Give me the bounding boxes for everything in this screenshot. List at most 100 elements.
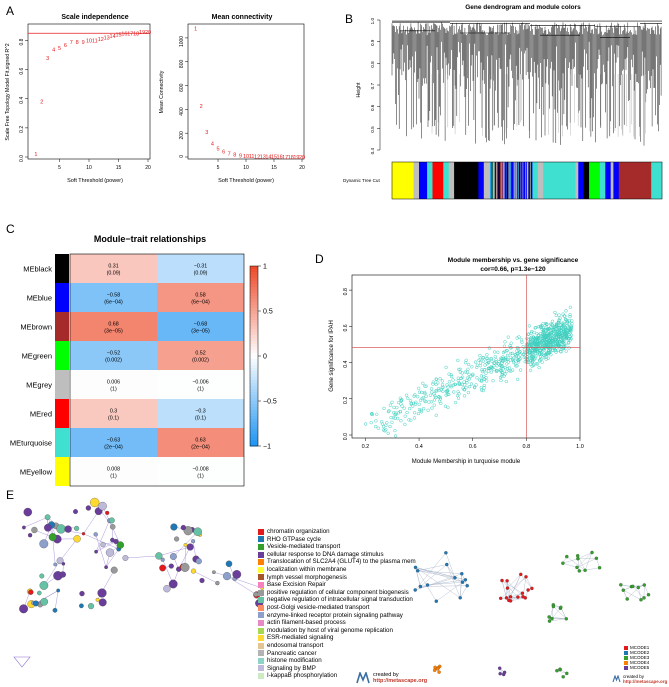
network-node [28, 589, 34, 595]
legend-swatch [258, 581, 264, 588]
mcode-label: MCODE1 [630, 645, 650, 650]
membership-point [561, 312, 565, 316]
left-y-tick-label: 0.0 [19, 155, 25, 162]
legend-label: Translocation of SLC2A4 (GLUT4) to the p… [267, 558, 416, 566]
module-color-segment [599, 162, 606, 199]
left-y-label: Scale Free Topology Model Fit,signed R^2 [5, 43, 11, 140]
membership-point [554, 342, 558, 347]
legend-entry: lymph vessel morphogenesis [258, 574, 416, 582]
membership-point [517, 335, 521, 339]
membership-point [436, 387, 441, 391]
membership-point [478, 353, 482, 358]
module-color-segment [478, 162, 485, 199]
membership-point [563, 317, 568, 322]
membership-subtitle: cor=0.66, p=1.3e−120 [480, 266, 546, 273]
membership-point [447, 372, 451, 376]
heatmap-cell-value: −0.68 [194, 322, 207, 328]
mcode-node [463, 578, 468, 582]
membership-point [518, 350, 522, 354]
metascape-icon-small [612, 675, 621, 683]
mean-connectivity-point: 4 [211, 141, 214, 147]
membership-point [503, 349, 507, 354]
colorbar-step [250, 266, 258, 270]
module-color-swatch [55, 457, 69, 486]
heatmap-cell-pvalue: (0.1) [195, 416, 206, 422]
membership-point [399, 419, 403, 423]
membership-point [515, 364, 519, 368]
dendro-y-tick-label: 0.9 [370, 39, 375, 46]
colorbar-step [250, 323, 258, 327]
membership-point [536, 342, 540, 347]
heatmap-cell-pvalue: (3e−05) [104, 329, 123, 335]
membership-point [549, 345, 553, 349]
mean-connectivity-point: 1 [194, 26, 197, 32]
membership-point [559, 349, 563, 354]
heatmap-cell-value: 0.58 [195, 293, 205, 299]
membership-point [514, 349, 519, 353]
scale-independence-point: 18 [133, 31, 139, 37]
dendro-y-tick-label: 0.6 [370, 104, 375, 111]
left-x-tick-label: 15 [116, 165, 122, 171]
colorbar-step [250, 419, 258, 423]
legend-entry: post-Golgi vesicle-mediated transport [258, 604, 416, 612]
membership-point [439, 401, 443, 406]
network-node [59, 571, 66, 578]
network-node [169, 553, 177, 560]
membership-point [485, 356, 489, 360]
mcode-node [561, 561, 565, 565]
membership-point [535, 332, 539, 336]
membership-point [386, 409, 391, 414]
module-color-stripe [527, 162, 529, 199]
legend-label: modulation by host of viral genome repli… [267, 626, 393, 634]
membership-point [412, 411, 417, 415]
membership-point [553, 342, 558, 346]
colorbar-step [250, 434, 258, 438]
mcode-node [435, 667, 440, 671]
mcode-node [433, 668, 437, 672]
heatmap-cell-value: 0.008 [107, 467, 120, 473]
network-node [39, 581, 49, 590]
legend-swatch [258, 543, 264, 550]
membership-point [528, 362, 533, 366]
membership-point [545, 322, 549, 326]
dendrogram-y-label: Height [356, 82, 362, 98]
membership-point [548, 336, 552, 340]
membership-point [421, 381, 425, 385]
module-color-segment [589, 162, 601, 199]
mcode-node [499, 596, 503, 601]
network-node [81, 532, 86, 536]
mcode-node [642, 583, 647, 587]
legend-entry: RHO GTPase cycle [258, 536, 416, 544]
network-node [85, 505, 92, 511]
scale-independence-title: Scale independence [61, 14, 128, 21]
membership-point [489, 357, 494, 361]
colorbar-step [250, 290, 258, 294]
membership-point [459, 376, 463, 380]
colorbar-step [250, 269, 258, 273]
module-color-segment [427, 162, 433, 199]
colorbar-step [250, 374, 258, 378]
membership-point [492, 364, 496, 368]
module-color-segment [532, 162, 539, 199]
membership-point [526, 337, 531, 341]
membership-point [566, 325, 570, 329]
module-color-stripe [496, 162, 497, 199]
colorbar-step [250, 380, 258, 384]
panel-a: Scale independence 0.00.20.40.60.8 5 10 15… [5, 14, 305, 184]
network-node [195, 558, 202, 565]
legend-entry: modulation by host of viral genome repli… [258, 627, 416, 635]
membership-point [546, 356, 550, 360]
membership-point [475, 376, 479, 380]
network-node [100, 541, 106, 548]
module-color-swatch [55, 254, 69, 283]
membership-point [531, 346, 536, 351]
colorbar-tick-label: −1 [263, 444, 271, 451]
network-node [180, 562, 190, 572]
legend-entry: endosomal transport [258, 642, 416, 650]
mcode-label: MCODE3 [630, 655, 650, 660]
module-color-stripe [519, 162, 521, 199]
heatmap-cell-value: −0.006 [192, 380, 208, 386]
legend-entry: ESR-mediated signaling [258, 634, 416, 642]
module-color-segment [613, 162, 620, 199]
network-node [199, 577, 205, 584]
